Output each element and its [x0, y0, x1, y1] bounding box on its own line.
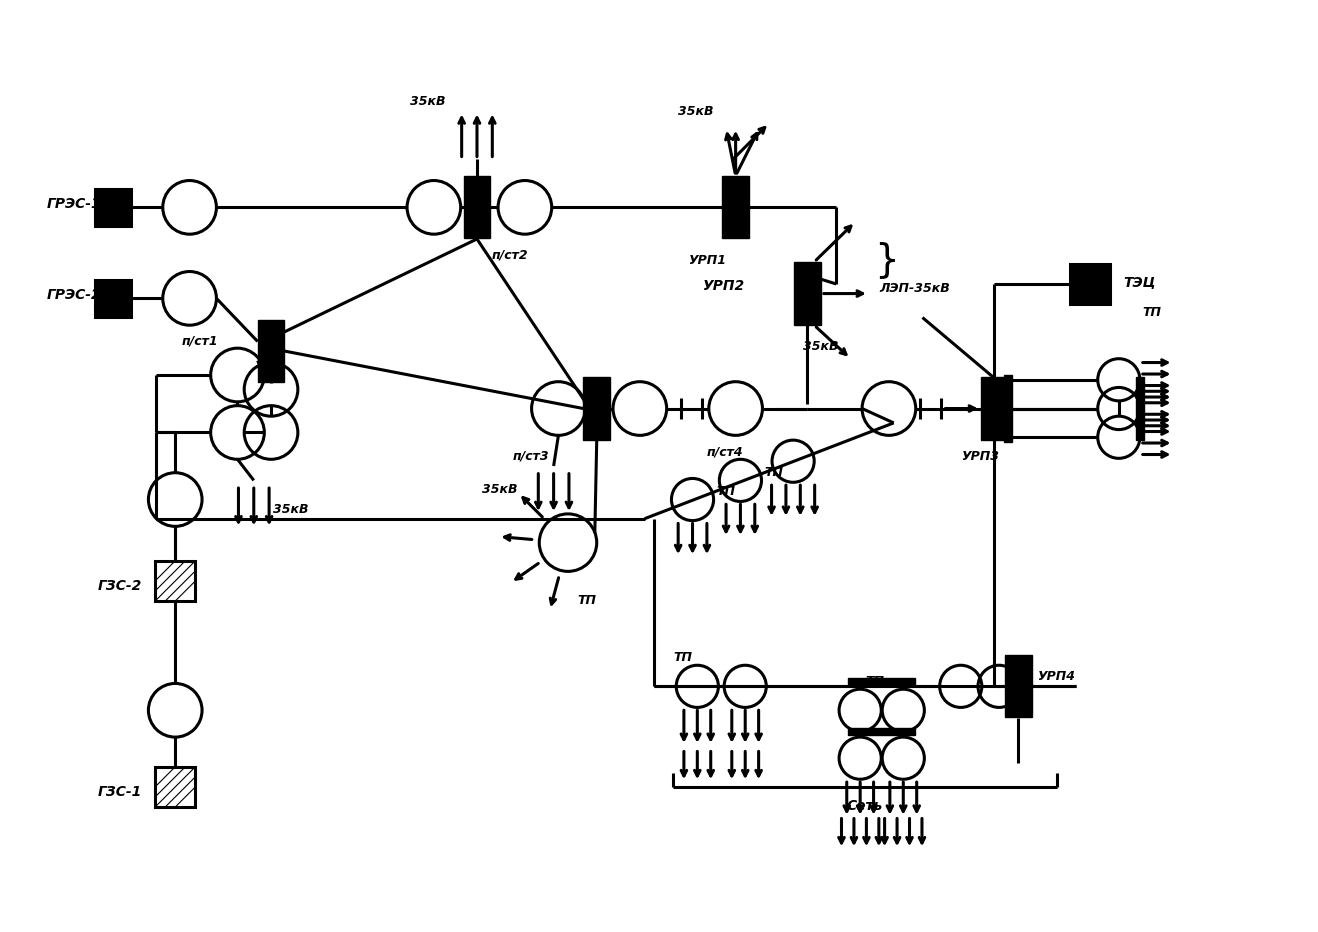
Text: УРП2: УРП2: [702, 279, 745, 293]
Bar: [1070, 264, 1110, 304]
Text: ГЗС-1: ГЗС-1: [98, 785, 142, 799]
Text: ТП: ТП: [1143, 307, 1161, 320]
Text: ГРЭС-2: ГРЭС-2: [47, 289, 101, 303]
Text: 35кВ: 35кВ: [273, 502, 308, 515]
Bar: [793, 263, 821, 324]
Text: УРП1: УРП1: [688, 254, 726, 267]
Bar: [722, 176, 749, 239]
Text: УРП3: УРП3: [961, 450, 999, 463]
Text: ТП: ТП: [717, 486, 735, 499]
Bar: [257, 320, 285, 382]
Text: ГРЭС-1: ГРЭС-1: [47, 198, 101, 212]
Bar: [849, 728, 915, 735]
Text: 35кВ: 35кВ: [410, 95, 445, 108]
Bar: [156, 561, 195, 601]
Bar: [1004, 375, 1011, 442]
Bar: [464, 176, 490, 239]
Text: 35кВ: 35кВ: [482, 484, 517, 497]
Text: }: }: [875, 241, 899, 279]
Text: 35кВ: 35кВ: [679, 105, 718, 118]
Text: п/ст3: п/ст3: [513, 450, 548, 463]
Text: ТП: ТП: [764, 466, 783, 479]
Bar: [849, 678, 915, 685]
Text: ЛЭП-35кВ: ЛЭП-35кВ: [879, 282, 950, 295]
Bar: [1136, 377, 1144, 440]
Bar: [981, 377, 1008, 440]
Text: п/ст2: п/ст2: [492, 249, 529, 262]
Text: УРП4: УРП4: [1037, 670, 1075, 683]
Text: 35кВ: 35кВ: [803, 340, 838, 352]
Text: ГЗС-2: ГЗС-2: [98, 579, 142, 593]
Text: ТП: ТП: [865, 675, 884, 688]
Text: п/ст4: п/ст4: [706, 445, 743, 459]
Text: п/ст1: п/ст1: [182, 335, 219, 348]
Bar: [95, 189, 132, 226]
Text: Сеть: Сеть: [847, 799, 883, 813]
Text: ТЭЦ: ТЭЦ: [1124, 275, 1156, 289]
Bar: [156, 767, 195, 807]
Text: ТП: ТП: [673, 651, 692, 665]
Text: ТП: ТП: [577, 594, 597, 607]
Bar: [1004, 655, 1032, 718]
Bar: [584, 377, 610, 440]
Bar: [95, 281, 132, 317]
